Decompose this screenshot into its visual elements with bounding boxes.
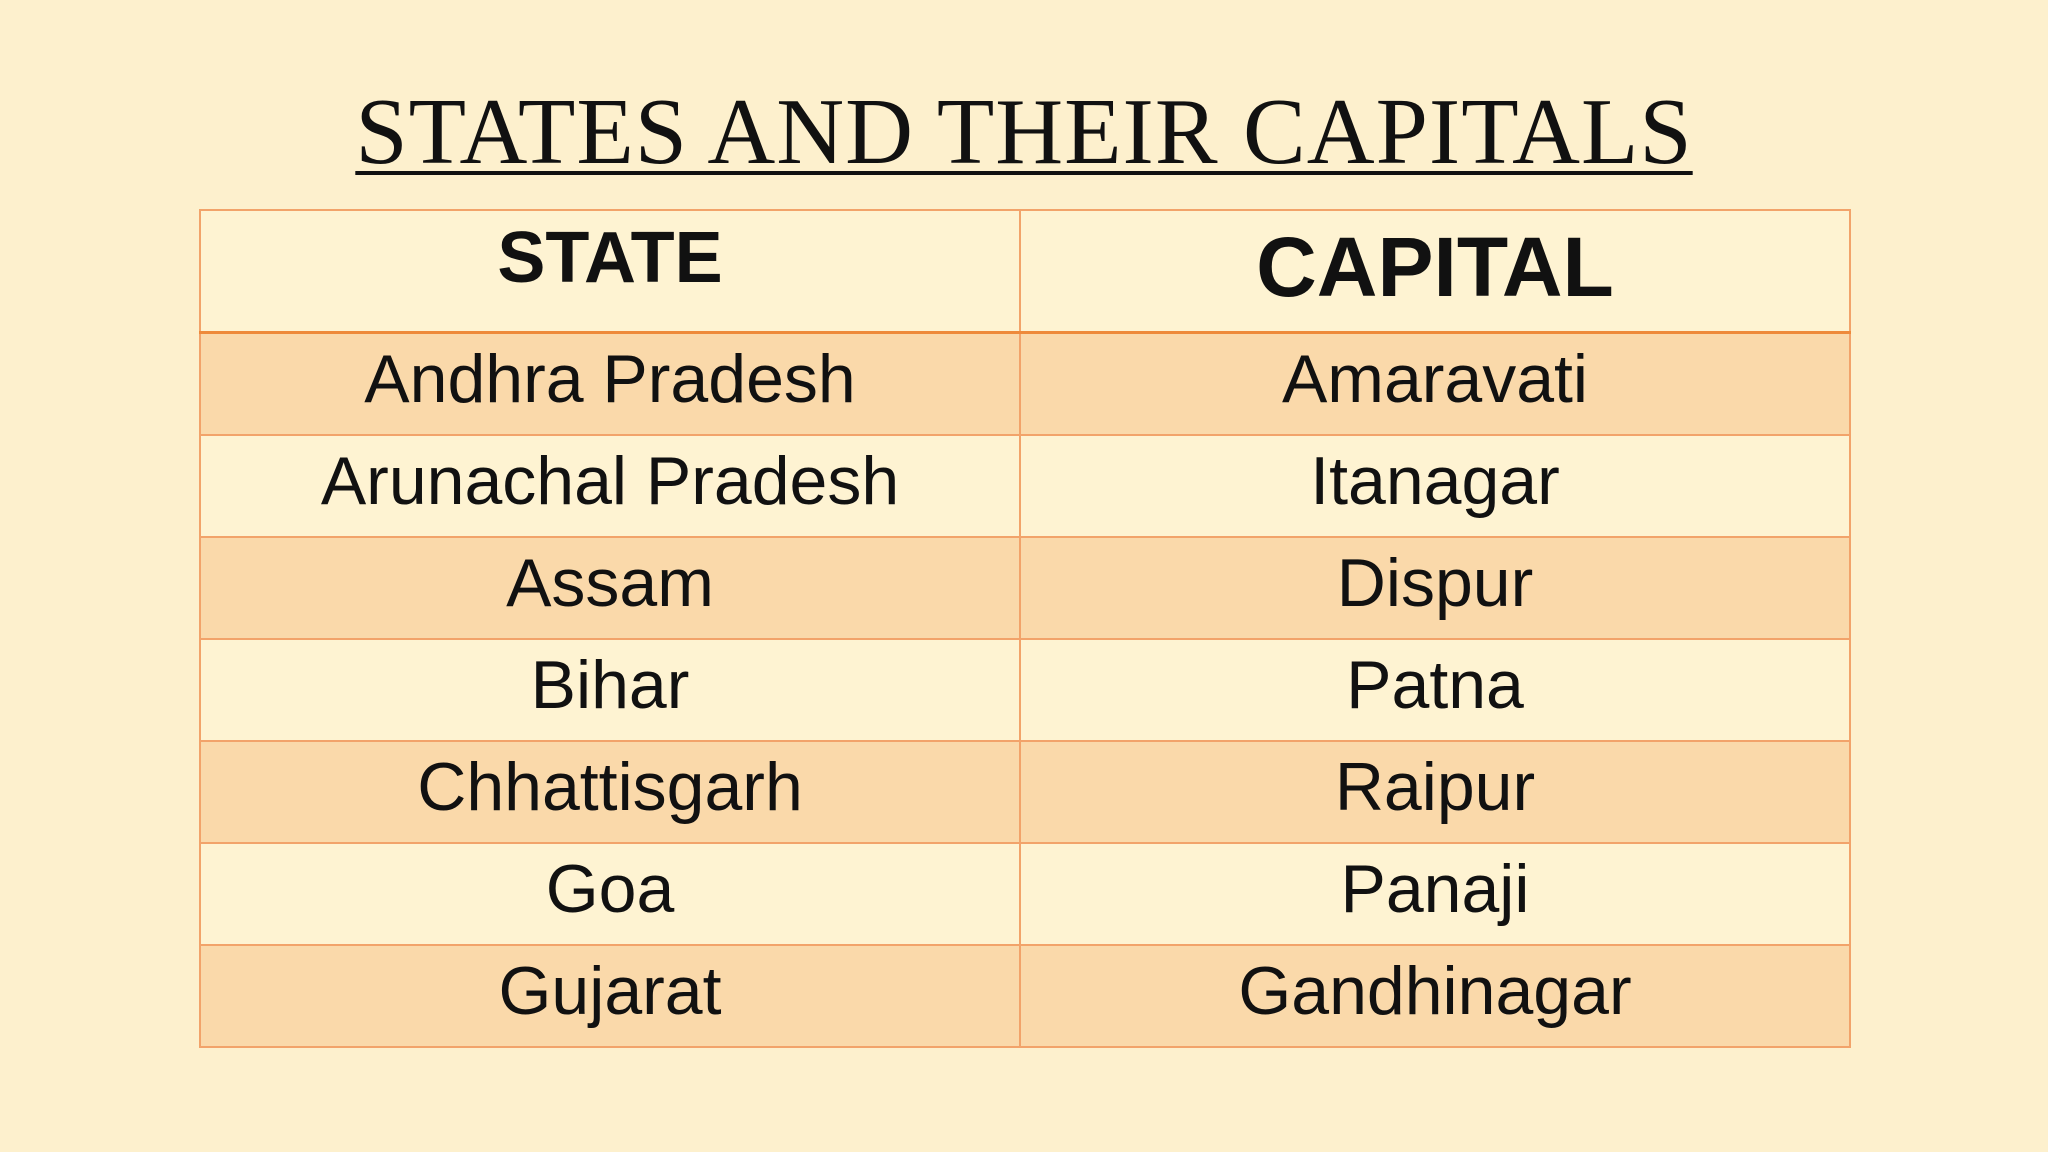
table-cell: Dispur [1019,536,1851,640]
table-cell: Patna [1019,638,1851,742]
table-cell: Arunachal Pradesh [199,434,1021,538]
table-cell: Panaji [1019,842,1851,946]
table-cell: Gujarat [199,944,1021,1048]
table-cell: Andhra Pradesh [199,331,1021,436]
header-cell: STATE [199,209,1021,334]
table-cell: Itanagar [1019,434,1851,538]
table-cell: Bihar [199,638,1021,742]
table-cell: Assam [199,536,1021,640]
table-row: Andhra Pradesh Amaravati [199,331,1851,436]
title: STATES AND THEIR CAPITALS [355,80,1693,184]
table-row: Chhattisgarh Raipur [199,740,1851,844]
table-row: Assam Dispur [199,536,1851,640]
table-cell: Gandhinagar [1019,944,1851,1048]
table-cell: Chhattisgarh [199,740,1021,844]
table-row: Gujarat Gandhinagar [199,944,1851,1048]
table: STATE CAPITAL Andhra Pradesh Amaravati Arun… [199,209,1851,1048]
table-cell: Amaravati [1019,331,1851,436]
header-row: STATE CAPITAL [199,209,1851,334]
table-cell: Raipur [1019,740,1851,844]
table-body: Andhra Pradesh Amaravati Arunachal Pradesh… [199,331,1851,1048]
header-cell: CAPITAL [1019,209,1851,334]
table-row: Goa Panaji [199,842,1851,946]
table-row: Bihar Patna [199,638,1851,742]
table-row: Arunachal Pradesh Itanagar [199,434,1851,538]
table-cell: Goa [199,842,1021,946]
